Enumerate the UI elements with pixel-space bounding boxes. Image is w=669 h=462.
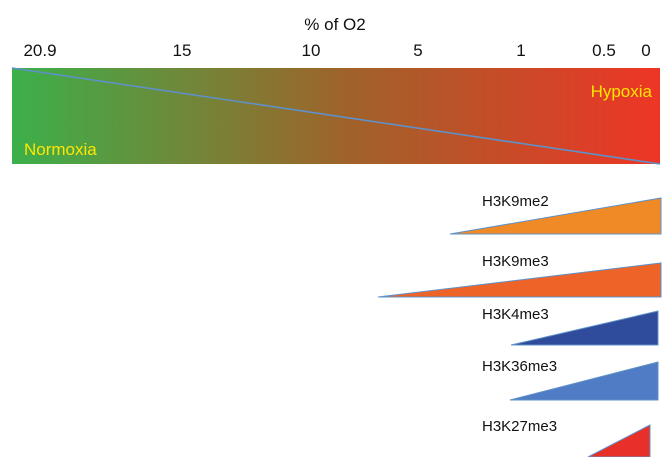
histone-mark-wedge bbox=[449, 197, 662, 235]
tick-label: 10 bbox=[302, 41, 321, 60]
normoxia-label: Normoxia bbox=[24, 140, 97, 159]
mark-label: H3K36me3 bbox=[482, 358, 557, 375]
mark-label: H3K27me3 bbox=[482, 418, 557, 435]
hypoxia-label: Hypoxia bbox=[591, 82, 653, 101]
histone-mark-wedge bbox=[377, 262, 662, 298]
histone-mark-wedge bbox=[509, 361, 659, 401]
tick-label: 1 bbox=[516, 41, 525, 60]
mark-label: H3K4me3 bbox=[482, 306, 549, 323]
histone-mark-wedge bbox=[587, 424, 651, 458]
axis-title: % of O2 bbox=[304, 15, 365, 34]
mark-label: H3K9me2 bbox=[482, 193, 549, 210]
oxygen-diagonal-line bbox=[11, 67, 661, 165]
histone-mark-wedge bbox=[510, 310, 659, 346]
tick-label: 0 bbox=[641, 41, 650, 60]
tick-label: 15 bbox=[173, 41, 192, 60]
tick-label: 20.9 bbox=[23, 41, 56, 60]
mark-label: H3K9me3 bbox=[482, 253, 549, 270]
tick-label: 5 bbox=[413, 41, 422, 60]
tick-label: 0.5 bbox=[592, 41, 616, 60]
